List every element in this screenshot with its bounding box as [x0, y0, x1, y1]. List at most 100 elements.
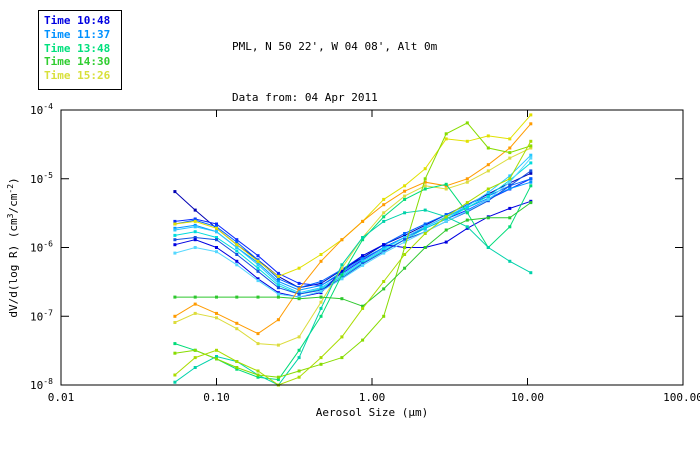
series-03-dodger-blue-marker: [423, 222, 427, 226]
series-10-yellow-marker: [508, 137, 512, 141]
series-13-spring-green-marker: [382, 215, 386, 219]
series-08-navy-dipper-marker: [444, 240, 448, 244]
series-13-spring-green: [174, 183, 532, 381]
series-16-green-flat-marker: [297, 297, 301, 301]
series-15-lime-steep-marker: [173, 351, 177, 355]
series-06-cyan-marker: [193, 230, 197, 234]
series-15-lime-steep-marker: [465, 121, 469, 125]
series-02-blue: [174, 178, 532, 287]
series-09-pale-cyan-marker: [486, 197, 490, 201]
series-12-pale-yellow-marker: [486, 169, 490, 173]
series-17-chartreuse-marker: [529, 139, 533, 143]
series-13-spring-green-marker: [319, 314, 323, 318]
series-07-royal-blue-marker: [215, 238, 218, 242]
series-17-chartreuse-marker: [444, 215, 448, 219]
series-11-orange-marker: [297, 287, 301, 291]
series-03-dodger-blue-marker: [276, 277, 280, 281]
series-01-dark-navy-marker: [319, 281, 323, 285]
series-14-turquoise-marker: [486, 246, 490, 249]
y-tick-label: 10-5: [30, 171, 53, 186]
series-05-light-sky-marker: [508, 174, 512, 178]
series-07-royal-blue-marker: [529, 169, 533, 173]
series-05-light-sky-marker: [173, 228, 177, 232]
title-line-date: Data from: 04 Apr 2011: [232, 91, 378, 104]
series-12-pale-yellow-marker: [529, 146, 533, 150]
series-10-yellow-marker: [444, 137, 448, 141]
series-10-yellow-marker: [423, 167, 427, 171]
series-11-orange-marker: [465, 177, 469, 181]
x-tick-label: 100.00: [663, 391, 700, 404]
series-11-orange-marker: [403, 189, 407, 193]
series-17-chartreuse-marker: [319, 356, 323, 360]
series-09-pale-cyan-marker: [297, 295, 301, 299]
series-08-navy-dipper-marker: [382, 243, 386, 247]
series-06-cyan-marker: [215, 236, 218, 239]
series-06-cyan-marker: [256, 266, 260, 270]
series-11-orange-marker: [486, 163, 490, 167]
series-15-lime-steep-marker: [444, 132, 448, 136]
series-13-spring-green-marker: [423, 187, 427, 191]
series-07-royal-blue-marker: [403, 238, 407, 242]
series-16-green-flat-marker: [465, 218, 469, 222]
series-09-pale-cyan-marker: [423, 230, 427, 234]
series-02-blue-marker: [215, 222, 218, 226]
series-03-dodger-blue-marker: [403, 232, 407, 235]
series-04-azure-marker: [276, 280, 280, 283]
series-02-blue-marker: [256, 254, 260, 258]
series-09-pale-cyan-marker: [465, 209, 469, 213]
series-09-pale-cyan-marker: [235, 263, 239, 267]
series-17-chartreuse-marker: [403, 253, 407, 256]
series-04-azure-marker: [529, 180, 533, 184]
series-09-pale-cyan-marker: [444, 219, 448, 223]
series-08-navy-dipper-marker: [340, 269, 344, 273]
series-12-pale-yellow-marker: [508, 156, 512, 160]
series-14-turquoise-marker: [319, 306, 323, 310]
series-17-chartreuse-marker: [423, 232, 427, 235]
series-16-green-flat: [174, 202, 532, 307]
series-02-blue-marker: [235, 238, 239, 242]
series-12-pale-yellow-marker: [173, 321, 177, 324]
series-11-orange-marker: [173, 314, 177, 318]
series-06-cyan-marker: [465, 206, 469, 210]
series-07-royal-blue-marker: [361, 262, 365, 266]
series-11-orange-marker: [193, 302, 197, 306]
x-tick-label: 0.10: [203, 391, 230, 404]
series-17-chartreuse-marker: [256, 369, 260, 373]
series-08-navy-dipper-marker: [215, 246, 218, 249]
series-15-lime-steep-marker: [361, 338, 365, 342]
series-16-green-flat-marker: [215, 295, 218, 299]
series-17-chartreuse-marker: [193, 356, 197, 360]
series-09-pale-cyan-marker: [193, 246, 197, 249]
series-12-pale-yellow-marker: [193, 311, 197, 315]
series-14-turquoise-marker: [382, 219, 386, 223]
x-tick-label: 1.00: [359, 391, 386, 404]
series-14-turquoise-marker: [297, 356, 301, 360]
series-14-turquoise-marker: [403, 211, 407, 215]
series-07-royal-blue-marker: [173, 238, 177, 242]
y-axis-label: dV/d(log R) (cm3/cm-2): [6, 177, 20, 317]
series-09-pale-cyan-marker: [256, 279, 260, 283]
series-11-orange-marker: [361, 219, 365, 223]
series-03-dodger-blue-marker: [235, 240, 239, 244]
series-13-spring-green-marker: [444, 182, 448, 186]
series-13-spring-green-marker: [361, 238, 365, 242]
series-09-pale-cyan: [174, 157, 532, 298]
series-05-light-sky-marker: [235, 246, 239, 249]
series-16-green-flat-marker: [444, 228, 448, 232]
series-07-royal-blue-marker: [193, 236, 197, 239]
series-17-chartreuse-marker: [215, 348, 218, 352]
series-07-royal-blue-marker: [508, 184, 512, 188]
series-09-pale-cyan-marker: [215, 250, 218, 254]
series-11-orange-marker: [319, 259, 323, 263]
series-15-lime-steep-marker: [486, 146, 490, 150]
series-17-chartreuse-marker: [465, 201, 469, 205]
series-12-pale-yellow-marker: [276, 343, 280, 347]
series-11-orange-marker: [235, 321, 239, 325]
series-13-spring-green-marker: [340, 273, 344, 277]
series-08-navy-dipper-marker: [235, 259, 239, 263]
series-15-lime-steep-marker: [276, 375, 280, 379]
series-09-pale-cyan-marker: [382, 251, 386, 255]
series-12-pale-yellow-marker: [297, 335, 301, 339]
series-11-orange-marker: [529, 122, 533, 126]
